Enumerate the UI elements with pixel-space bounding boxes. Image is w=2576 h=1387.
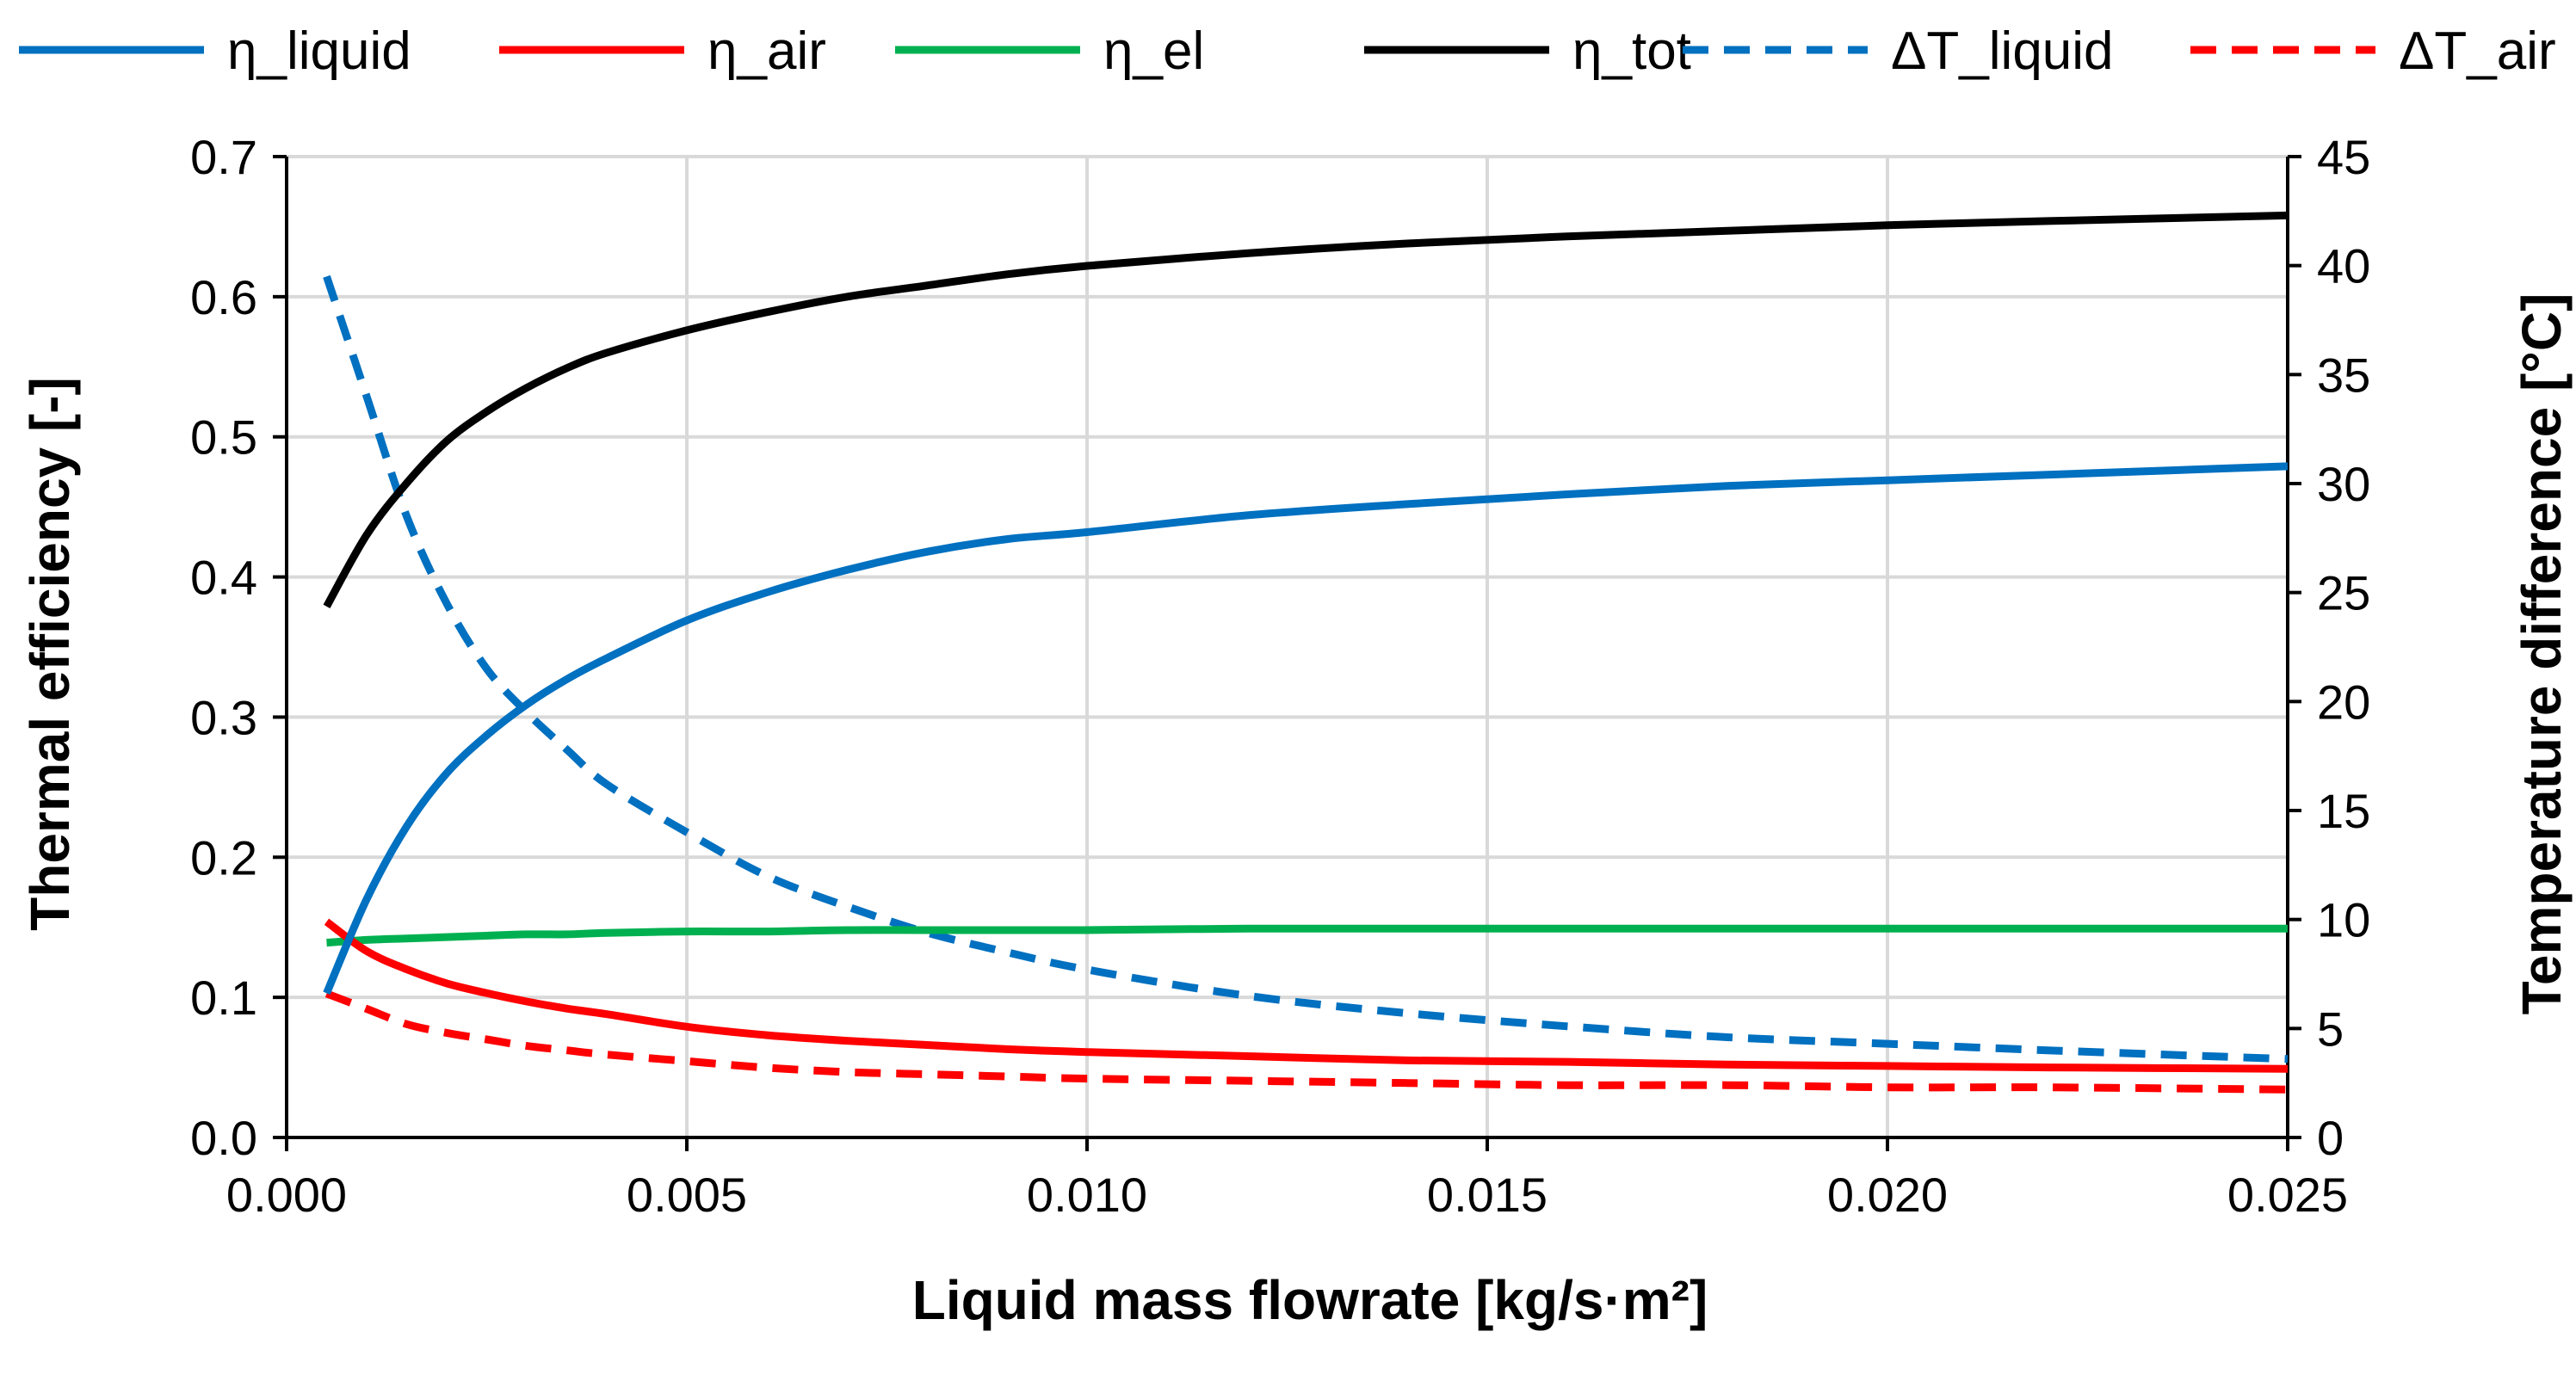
y-right-tick-label: 30 (2317, 457, 2370, 511)
y-left-tick-label: 0.1 (190, 971, 257, 1025)
y-left-tick-label: 0.3 (190, 690, 257, 744)
y-right-tick-label: 35 (2317, 348, 2370, 402)
x-tick-label: 0.015 (1427, 1168, 1547, 1222)
x-tick-label: 0.010 (1027, 1168, 1147, 1222)
y-left-tick-label: 0.0 (190, 1111, 257, 1165)
y-left-tick-label: 0.2 (190, 830, 257, 885)
series-line-eta-liquid (323, 462, 2289, 996)
axes: 0.0 0.1 0.2 0.3 0.4 0.5 0.6 0.7 0 5 10 15 20 25 30 35 40… (190, 130, 2370, 1222)
y-right-tick-label: 40 (2317, 239, 2370, 293)
y-right-tick-label: 15 (2317, 784, 2370, 838)
legend: η_liquid η_air η_el η_tot ΔT_liquid ΔT_air (19, 22, 2556, 81)
y-right-tick-label: 25 (2317, 566, 2370, 620)
legend-label-deltat-liquid: ΔT_liquid (1891, 22, 2114, 81)
series-line-eta-air (324, 918, 2289, 1073)
series-line-eta-tot (323, 211, 2289, 609)
series-line-deltat-air (324, 989, 2289, 1094)
legend-label-deltat-air: ΔT_air (2399, 22, 2556, 81)
legend-label-eta-liquid: η_liquid (227, 22, 411, 81)
y-right-tick-label: 0 (2317, 1111, 2344, 1165)
y-left-axis-title: Thermal efficiency [-] (19, 377, 81, 931)
y-right-tick-label: 20 (2317, 675, 2370, 729)
series-line-deltat-liquid (323, 274, 2289, 1063)
y-left-tick-label: 0.4 (190, 551, 257, 605)
legend-label-eta-air: η_air (707, 22, 826, 81)
y-left-tick-label: 0.6 (190, 270, 257, 324)
y-right-tick-label: 45 (2317, 130, 2370, 184)
y-right-axis-title: Temperature difference [°C] (2511, 293, 2573, 1015)
x-tick-label: 0.025 (2227, 1168, 2348, 1222)
x-tick-label: 0.000 (226, 1168, 347, 1222)
x-axis-title: Liquid mass flowrate [kg/s·m²] (912, 1269, 1708, 1331)
y-right-tick-label: 5 (2317, 1002, 2344, 1056)
x-tick-label: 0.005 (627, 1168, 747, 1222)
y-right-tick-label: 10 (2317, 893, 2370, 947)
y-left-tick-label: 0.5 (190, 410, 257, 465)
x-tick-label: 0.020 (1827, 1168, 1948, 1222)
series-line-eta-el (326, 924, 2288, 947)
y-left-tick-label: 0.7 (190, 130, 257, 184)
series-layer (323, 211, 2289, 1094)
legend-label-eta-el: η_el (1103, 22, 1204, 81)
grid (287, 155, 2288, 1137)
legend-label-eta-tot: η_tot (1572, 22, 1691, 81)
